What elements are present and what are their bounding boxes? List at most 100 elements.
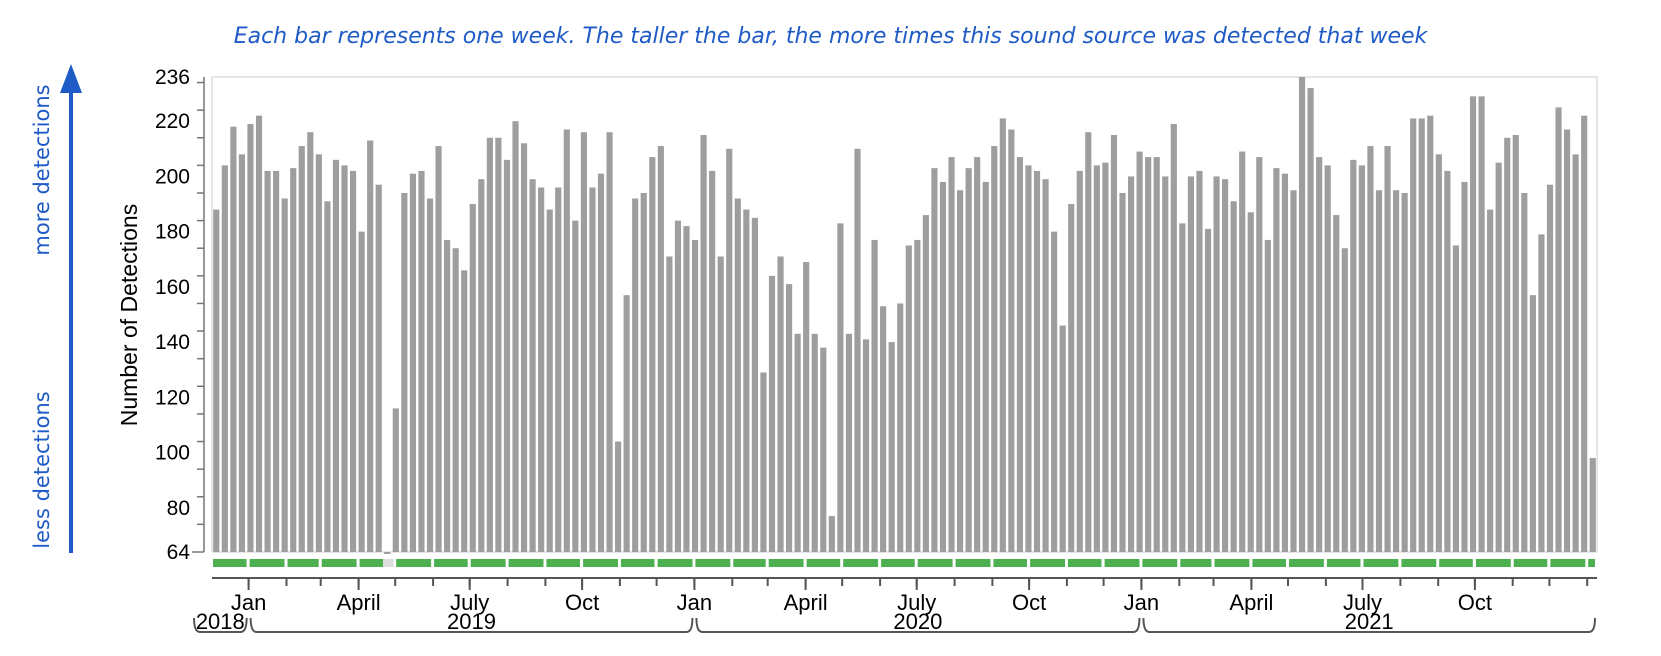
bar [589,187,596,552]
coverage-segment [1104,559,1140,567]
bar [1316,157,1323,552]
bar [1145,157,1152,552]
chart-caption: Each bar represents one week. The taller… [233,24,1428,49]
bar [615,441,622,552]
coverage-segment [1142,559,1178,567]
bar [1478,96,1485,552]
bar [298,146,305,553]
bar [230,126,237,553]
coverage-segment [1363,559,1399,567]
bar [580,132,587,553]
bar [1367,146,1374,553]
bar [640,192,647,553]
coverage-segment [1180,559,1212,567]
bar [768,275,776,552]
bar [794,333,801,552]
bar [674,220,682,552]
bar [1495,162,1502,553]
bar [221,165,228,552]
bar [897,303,904,552]
bar [700,134,707,553]
bar [367,140,374,552]
bar [572,220,579,552]
bar [691,239,699,552]
bar [1504,137,1511,552]
bar [743,209,750,552]
x-tick-label: Jan [1124,590,1159,615]
bar [1239,151,1246,552]
x-tick-label: April [784,590,828,615]
coverage-segment [1289,559,1324,567]
bar [597,173,605,552]
bar [324,201,331,552]
y-tick-label: 100 [155,442,190,465]
coverage-segment [396,559,432,567]
bar [1358,165,1365,552]
x-tick-label: Oct [565,590,599,615]
bar [264,170,271,552]
bar [777,256,784,552]
coverage-segment [955,559,991,567]
bar [726,148,733,553]
bar [1384,146,1391,553]
bar [717,256,724,552]
bar [948,157,955,552]
bar [837,223,844,552]
coverage-segment [287,559,319,567]
bar [880,306,887,552]
bar [238,154,246,552]
bar [1401,192,1408,553]
bar [888,342,895,552]
coverage-gap [383,559,394,567]
bar [1076,170,1083,552]
x-tick-label: Oct [1458,590,1492,615]
bar [666,256,673,552]
bar [1589,458,1596,552]
y-tick-label: 80 [167,497,190,520]
bar [1256,157,1263,552]
bar [418,170,425,552]
detections-direction-annotation: more detections less detections [30,64,82,553]
y-tick-label: 180 [155,221,190,244]
bar [315,154,322,552]
bar [384,552,391,554]
bar [991,146,998,553]
bar [563,129,570,552]
bar [1068,204,1075,552]
bar [1025,165,1032,552]
bar [786,284,793,552]
bar [1051,231,1058,552]
bar [1008,129,1015,552]
coverage-strip [213,559,1595,567]
y-tick-label: 64 [167,541,191,564]
bar [503,159,511,552]
coverage-segment [321,559,357,567]
bar [512,121,519,552]
bar [939,181,947,552]
bar [1281,173,1289,552]
year-label: 2019 [447,609,496,634]
bar [1059,325,1066,552]
x-tick-label: Jan [231,590,266,615]
coverage-segment [657,559,693,567]
coverage-segment [470,559,506,567]
bar [401,192,408,553]
y-tick-label: 220 [155,110,190,133]
bar [341,165,348,552]
bar [1435,154,1442,552]
bar [307,132,314,553]
coverage-segment [733,559,766,567]
x-tick-label: April [1229,590,1273,615]
bar [1110,134,1118,553]
bar [632,198,639,552]
bar [982,181,989,552]
coverage-segment [359,559,394,567]
bar [751,217,758,552]
bar [649,157,656,552]
bars-group [213,77,1596,554]
bar [1213,176,1220,553]
coverage-segment [1067,559,1102,567]
bar [1444,170,1451,552]
bar [1273,168,1280,552]
